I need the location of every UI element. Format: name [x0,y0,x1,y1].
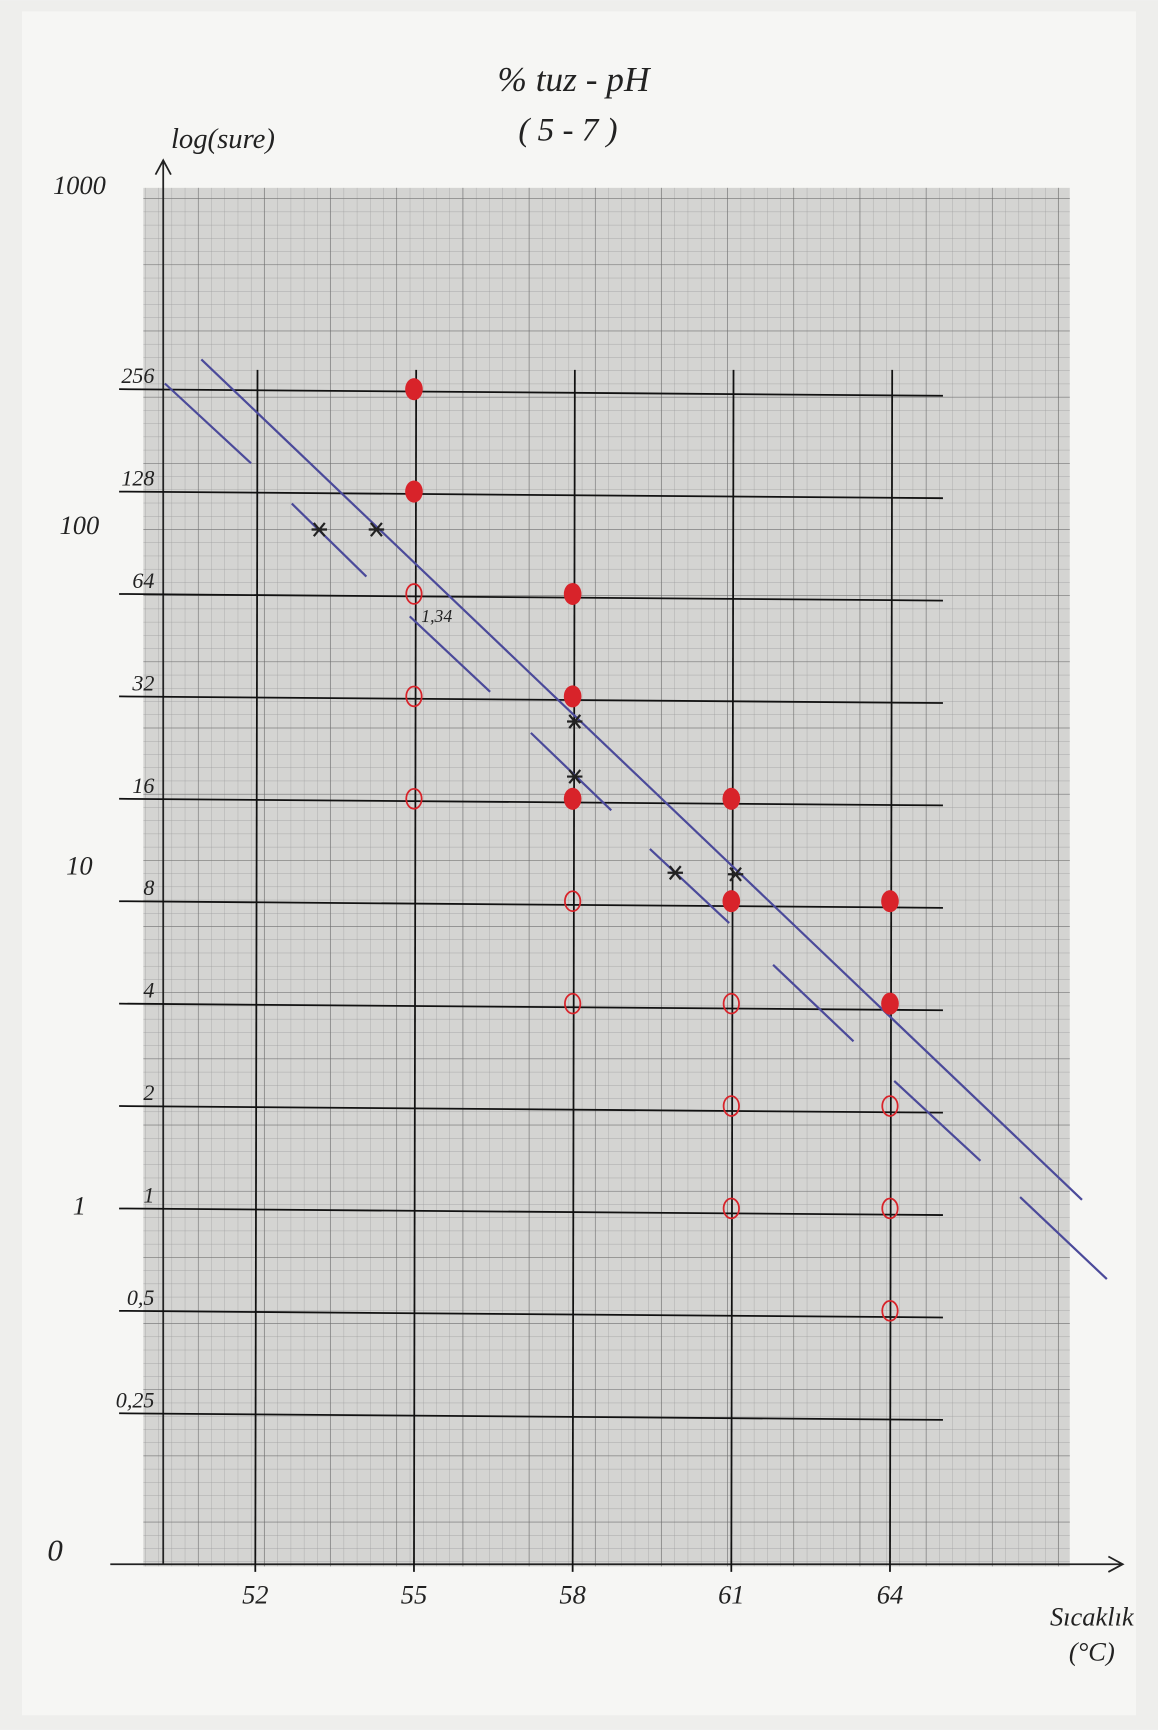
annotation: 1,34 [421,606,452,626]
point-filled [563,787,582,810]
trend-line [1019,1196,1108,1280]
y-tick-label: 32 [131,670,154,695]
y-tick-label: 2 [143,1080,154,1105]
point-star [567,714,583,729]
point-open [881,1095,899,1117]
y-decade-label: 10 [66,850,92,880]
y-tick-label: 128 [121,466,154,491]
y-decade-label: 100 [60,510,100,540]
origin-label: 0 [47,1532,63,1567]
x-tick-label: 52 [242,1579,268,1609]
chart-title: % tuz - pH [498,60,652,99]
y-tick-label: 16 [132,773,154,798]
point-star [368,522,385,537]
point-open [881,1300,899,1322]
grid-line [889,369,894,1572]
y-tick-label: 64 [132,568,154,593]
y-axis-label: log(sure) [171,123,275,155]
y-decade-label: 1000 [53,170,106,200]
y-tick-label: 0,25 [116,1387,155,1412]
y-axis [154,158,172,1565]
point-filled [405,378,423,401]
y-tick-label: 256 [121,363,154,388]
point-filled [881,890,899,913]
point-filled [722,890,741,913]
trend-line [291,502,368,578]
y-tick-label: 1 [143,1182,154,1207]
x-axis [110,1555,1125,1573]
x-axis-unit: (°C) [1069,1637,1115,1667]
grid-line [254,369,259,1572]
trend-line [893,1080,982,1162]
y-tick-label: 0,5 [127,1285,155,1310]
y-decade-label: 1 [73,1191,86,1221]
x-axis-label: Sıcaklık [1050,1601,1135,1631]
x-tick-label: 64 [877,1579,903,1609]
point-open [564,890,582,913]
point-filled [563,582,582,606]
x-tick-label: 61 [718,1579,744,1609]
point-open [722,1095,740,1117]
point-star [567,769,583,784]
x-tick-label: 55 [401,1579,427,1609]
point-star [667,865,683,881]
grid-line [730,369,735,1572]
point-open [405,787,423,810]
point-open [881,1197,899,1220]
point-star [727,866,744,882]
trend-line [649,848,730,924]
point-filled [881,992,899,1015]
point-open [722,992,740,1015]
y-tick-label: 4 [143,978,154,1003]
y-tick-label: 8 [143,875,154,900]
point-open [405,685,423,708]
grid-line [571,369,576,1572]
point-open [405,583,423,605]
trend-line [408,615,491,693]
chart-subtitle: ( 5 - 7 ) [518,112,617,148]
trend-line [772,964,855,1043]
grid-line [119,388,943,397]
grid-line [413,369,418,1572]
trend-line [200,358,1083,1201]
point-filled [563,685,582,708]
point-star [311,522,328,537]
point-open [722,1197,740,1220]
graph-paper-coarse [143,187,1070,1567]
point-open [564,992,582,1015]
point-filled [405,480,423,503]
x-tick-label: 58 [559,1579,585,1609]
point-filled [722,787,741,810]
trend-line [164,382,252,465]
